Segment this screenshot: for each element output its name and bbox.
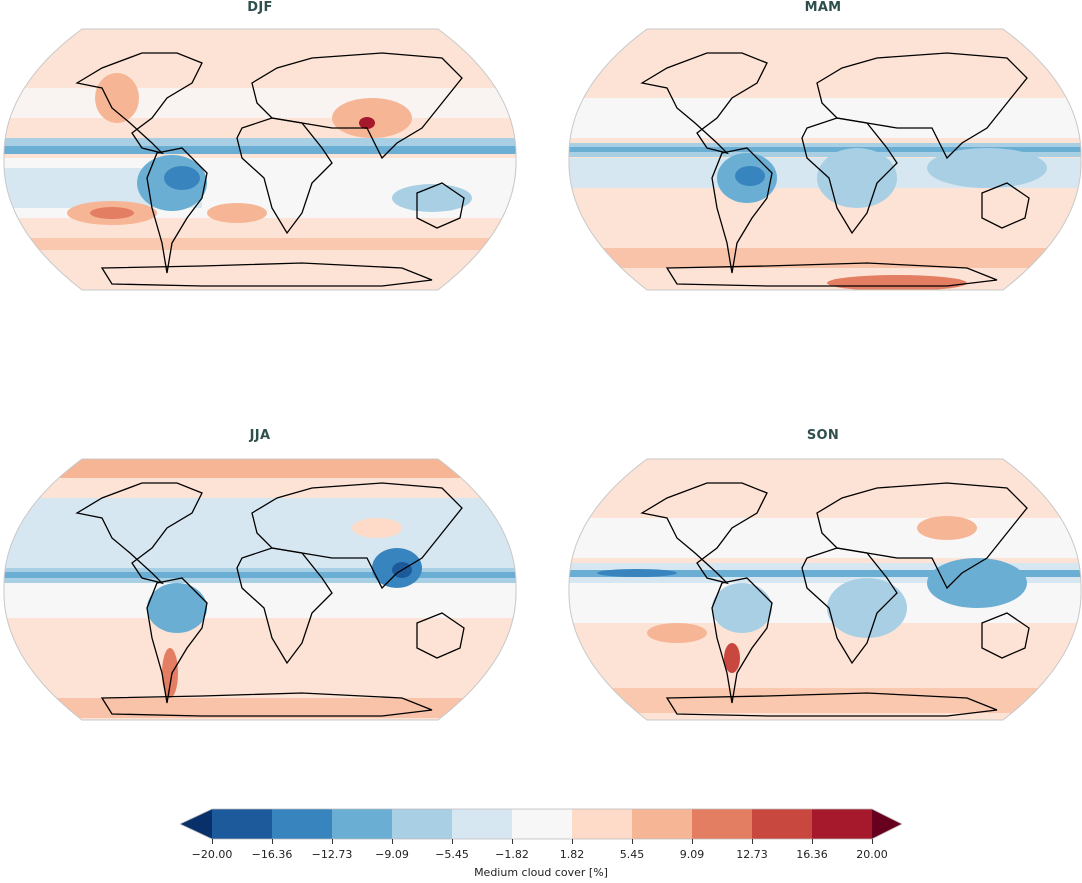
tick-label: 1.82 <box>559 848 585 861</box>
map-mam <box>567 28 1082 291</box>
world-map-djf <box>3 28 517 291</box>
panel-title-jja: JJA <box>249 428 271 443</box>
colorbar-segments <box>212 809 872 839</box>
map-djf <box>2 28 518 291</box>
tick-label: 12.73 <box>736 848 768 861</box>
world-map-son <box>568 458 1082 721</box>
panel-title-son: SON <box>806 428 840 443</box>
colorbar-ticks: −20.00 −16.36 −12.73 −9.09 −5.45 −1.82 1… <box>0 839 1082 862</box>
tick-label: −1.82 <box>495 848 529 861</box>
tick-label: −5.45 <box>435 848 469 861</box>
colorbar-under-arrow <box>180 809 212 839</box>
panel-mam: MAM <box>563 0 1082 295</box>
panel-title-djf: DJF <box>247 0 273 15</box>
panel-title-mam: MAM <box>804 0 842 15</box>
tick-label: −20.00 <box>191 848 233 861</box>
panel-djf: DJF <box>0 0 520 295</box>
tick-label: −9.09 <box>375 848 409 861</box>
panel-jja: JJA <box>0 428 520 723</box>
tick-label: 20.00 <box>856 848 888 861</box>
colorbar <box>179 806 903 842</box>
tick-label: −16.36 <box>251 848 293 861</box>
map-son <box>567 458 1082 721</box>
tick-label: 9.09 <box>679 848 705 861</box>
colorbar-label: Medium cloud cover [%] <box>474 866 608 879</box>
panel-son: SON <box>563 428 1082 723</box>
colorbar-over-arrow <box>872 809 902 839</box>
world-map-mam <box>568 28 1082 291</box>
tick-label: 16.36 <box>796 848 828 861</box>
colorbar-swatches <box>179 808 903 840</box>
world-map-jja <box>3 458 517 721</box>
tick-label: 5.45 <box>619 848 645 861</box>
tick-label: −12.73 <box>311 848 353 861</box>
map-jja <box>2 458 518 721</box>
